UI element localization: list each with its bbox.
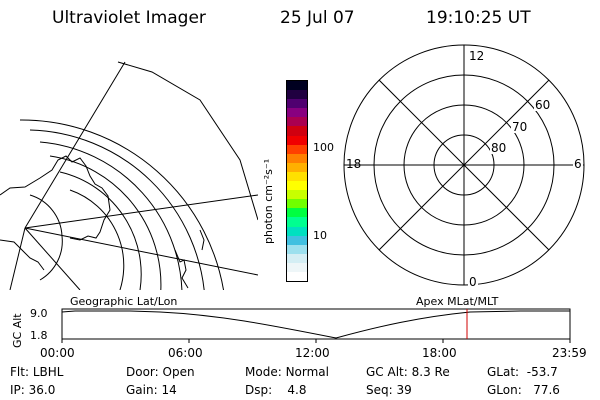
colorbar-unit-label: photon cm⁻²s⁻¹ <box>262 158 275 244</box>
colorbar-segment <box>287 208 307 218</box>
colorbar-segment <box>287 126 307 136</box>
timeline-xtick-1800: 18:00 <box>422 346 457 360</box>
colorbar-segment <box>287 99 307 109</box>
colorbar-segment <box>287 244 307 254</box>
status-glat: GLat: -53.7 <box>487 365 558 379</box>
colorbar-segment <box>287 199 307 209</box>
status-gc-alt: GC Alt: 8.3 Re <box>366 365 450 379</box>
altitude-timeline-chart <box>61 308 571 343</box>
status-gain: Gain: 14 <box>126 383 177 397</box>
status-glon: GLon: 77.6 <box>487 383 560 397</box>
polar-lat-label-60: 60 <box>535 98 550 112</box>
colorbar-segment <box>287 190 307 200</box>
polar-lat-label-70: 70 <box>512 120 527 134</box>
status-door: Door: Open <box>126 365 195 379</box>
colorbar-segment <box>287 271 307 282</box>
timeline-xtick-0600: 06:00 <box>168 346 203 360</box>
colorbar-segment <box>287 171 307 182</box>
colorbar-segment <box>287 135 307 145</box>
timeline-left-title: Geographic Lat/Lon <box>70 295 178 308</box>
colorbar-segment <box>287 181 307 191</box>
colorbar-segment <box>287 235 307 245</box>
status-dsp: Dsp: 4.8 <box>245 383 307 397</box>
polar-lat-label-80: 80 <box>491 141 506 155</box>
colorbar-segment <box>287 90 307 100</box>
intensity-colorbar <box>286 80 308 282</box>
colorbar-segment <box>287 217 307 227</box>
timeline-axis-label: GC Alt <box>11 313 24 348</box>
altitude-curve <box>61 310 570 339</box>
colorbar-segment <box>287 162 307 172</box>
observation-time: 19:10:25 UT <box>426 8 531 28</box>
colorbar-segment <box>287 253 307 263</box>
colorbar-tick-100: 100 <box>313 141 334 154</box>
colorbar-segment <box>287 117 307 127</box>
colorbar-segment <box>287 108 307 118</box>
polar-label-bottom: 0 <box>469 275 477 289</box>
colorbar-tick-10: 10 <box>313 229 327 242</box>
status-mode: Mode: Normal <box>245 365 329 379</box>
status-ip: IP: 36.0 <box>10 383 56 397</box>
colorbar-segment <box>287 144 307 154</box>
timeline-ytick-9: 9.0 <box>30 307 48 320</box>
colorbar-segment <box>287 153 307 163</box>
status-filter: Flt: LBHL <box>10 365 64 379</box>
observation-date: 25 Jul 07 <box>280 8 355 28</box>
timeline-xtick-1200: 12:00 <box>295 346 330 360</box>
polar-label-top: 12 <box>469 49 484 63</box>
polar-label-right: 6 <box>574 157 582 171</box>
status-seq: Seq: 39 <box>366 383 412 397</box>
geographic-map <box>0 61 258 290</box>
timeline-right-title: Apex MLat/MLT <box>416 295 499 308</box>
timeline-ytick-1-8: 1.8 <box>30 329 48 342</box>
colorbar-gradient <box>287 81 307 282</box>
colorbar-segment <box>287 81 307 91</box>
timeline-xtick-0000: 00:00 <box>40 346 75 360</box>
colorbar-segment <box>287 226 307 236</box>
polar-grid-plot: 12 0 18 6 80 70 60 <box>343 44 585 289</box>
colorbar-segment <box>287 262 307 272</box>
timeline-xtick-2359: 23:59 <box>552 346 587 360</box>
polar-label-left: 18 <box>346 157 361 171</box>
instrument-title: Ultraviolet Imager <box>52 8 206 28</box>
